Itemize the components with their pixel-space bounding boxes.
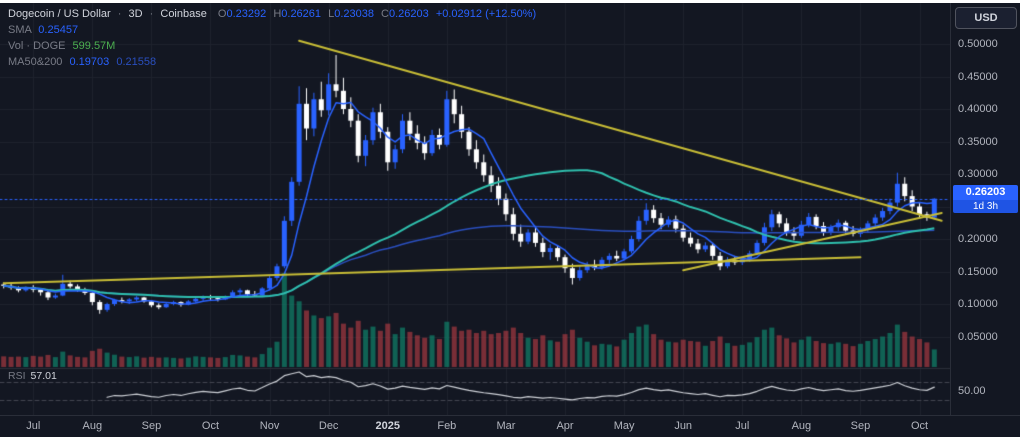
- price-axis-label: 0.40000: [958, 103, 998, 115]
- last-price-value: 0.26203: [953, 185, 1018, 200]
- time-axis-label: Sep: [141, 420, 162, 432]
- price-axis-label: 0.45000: [958, 70, 998, 83]
- price-axis[interactable]: USD 0.26203 1d 3h 50.00 0.50000 0.45000 0.…: [950, 3, 1020, 415]
- currency-toggle-button[interactable]: USD: [955, 7, 1017, 29]
- time-axis-label: Jul: [735, 420, 750, 432]
- time-axis-label: Dec: [318, 420, 339, 432]
- time-axis-label: Jun: [674, 420, 693, 432]
- time-axis-label: Apr: [556, 420, 574, 432]
- time-axis-label: Mar: [496, 420, 516, 432]
- trading-chart-window: Dogecoin / US Dollar · 3D · Coinbase O0.…: [0, 3, 1020, 437]
- time-axis-label: Oct: [201, 420, 220, 432]
- time-axis-label: Jul: [26, 420, 41, 432]
- price-axis-label: 0.05000: [958, 330, 998, 343]
- chart-canvas[interactable]: [0, 3, 950, 415]
- last-price-badge[interactable]: 0.26203 1d 3h: [953, 185, 1018, 213]
- time-axis-label: Nov: [259, 420, 280, 432]
- bar-countdown: 1d 3h: [953, 200, 1018, 213]
- time-axis-label: 2025: [375, 420, 400, 432]
- rsi-axis-label: 50.00: [958, 385, 986, 397]
- price-axis-label: 0.30000: [958, 168, 998, 180]
- time-axis-label: Aug: [791, 420, 812, 432]
- price-axis-label: 0.35000: [958, 135, 998, 148]
- price-axis-label: 0.50000: [958, 38, 998, 50]
- time-axis[interactable]: Jul Aug Sep Oct Nov Dec 2025 Feb Mar Apr May Jun Jul…: [0, 415, 1020, 437]
- price-axis-label: 0.15000: [958, 265, 998, 278]
- time-axis-label: Feb: [437, 420, 457, 432]
- price-axis-label: 0.20000: [958, 233, 998, 245]
- time-axis-label: Oct: [910, 420, 929, 432]
- time-axis-label: Aug: [82, 420, 103, 432]
- price-axis-label: 0.10000: [958, 298, 998, 310]
- time-axis-label: Sep: [850, 420, 871, 432]
- time-axis-label: May: [613, 420, 635, 432]
